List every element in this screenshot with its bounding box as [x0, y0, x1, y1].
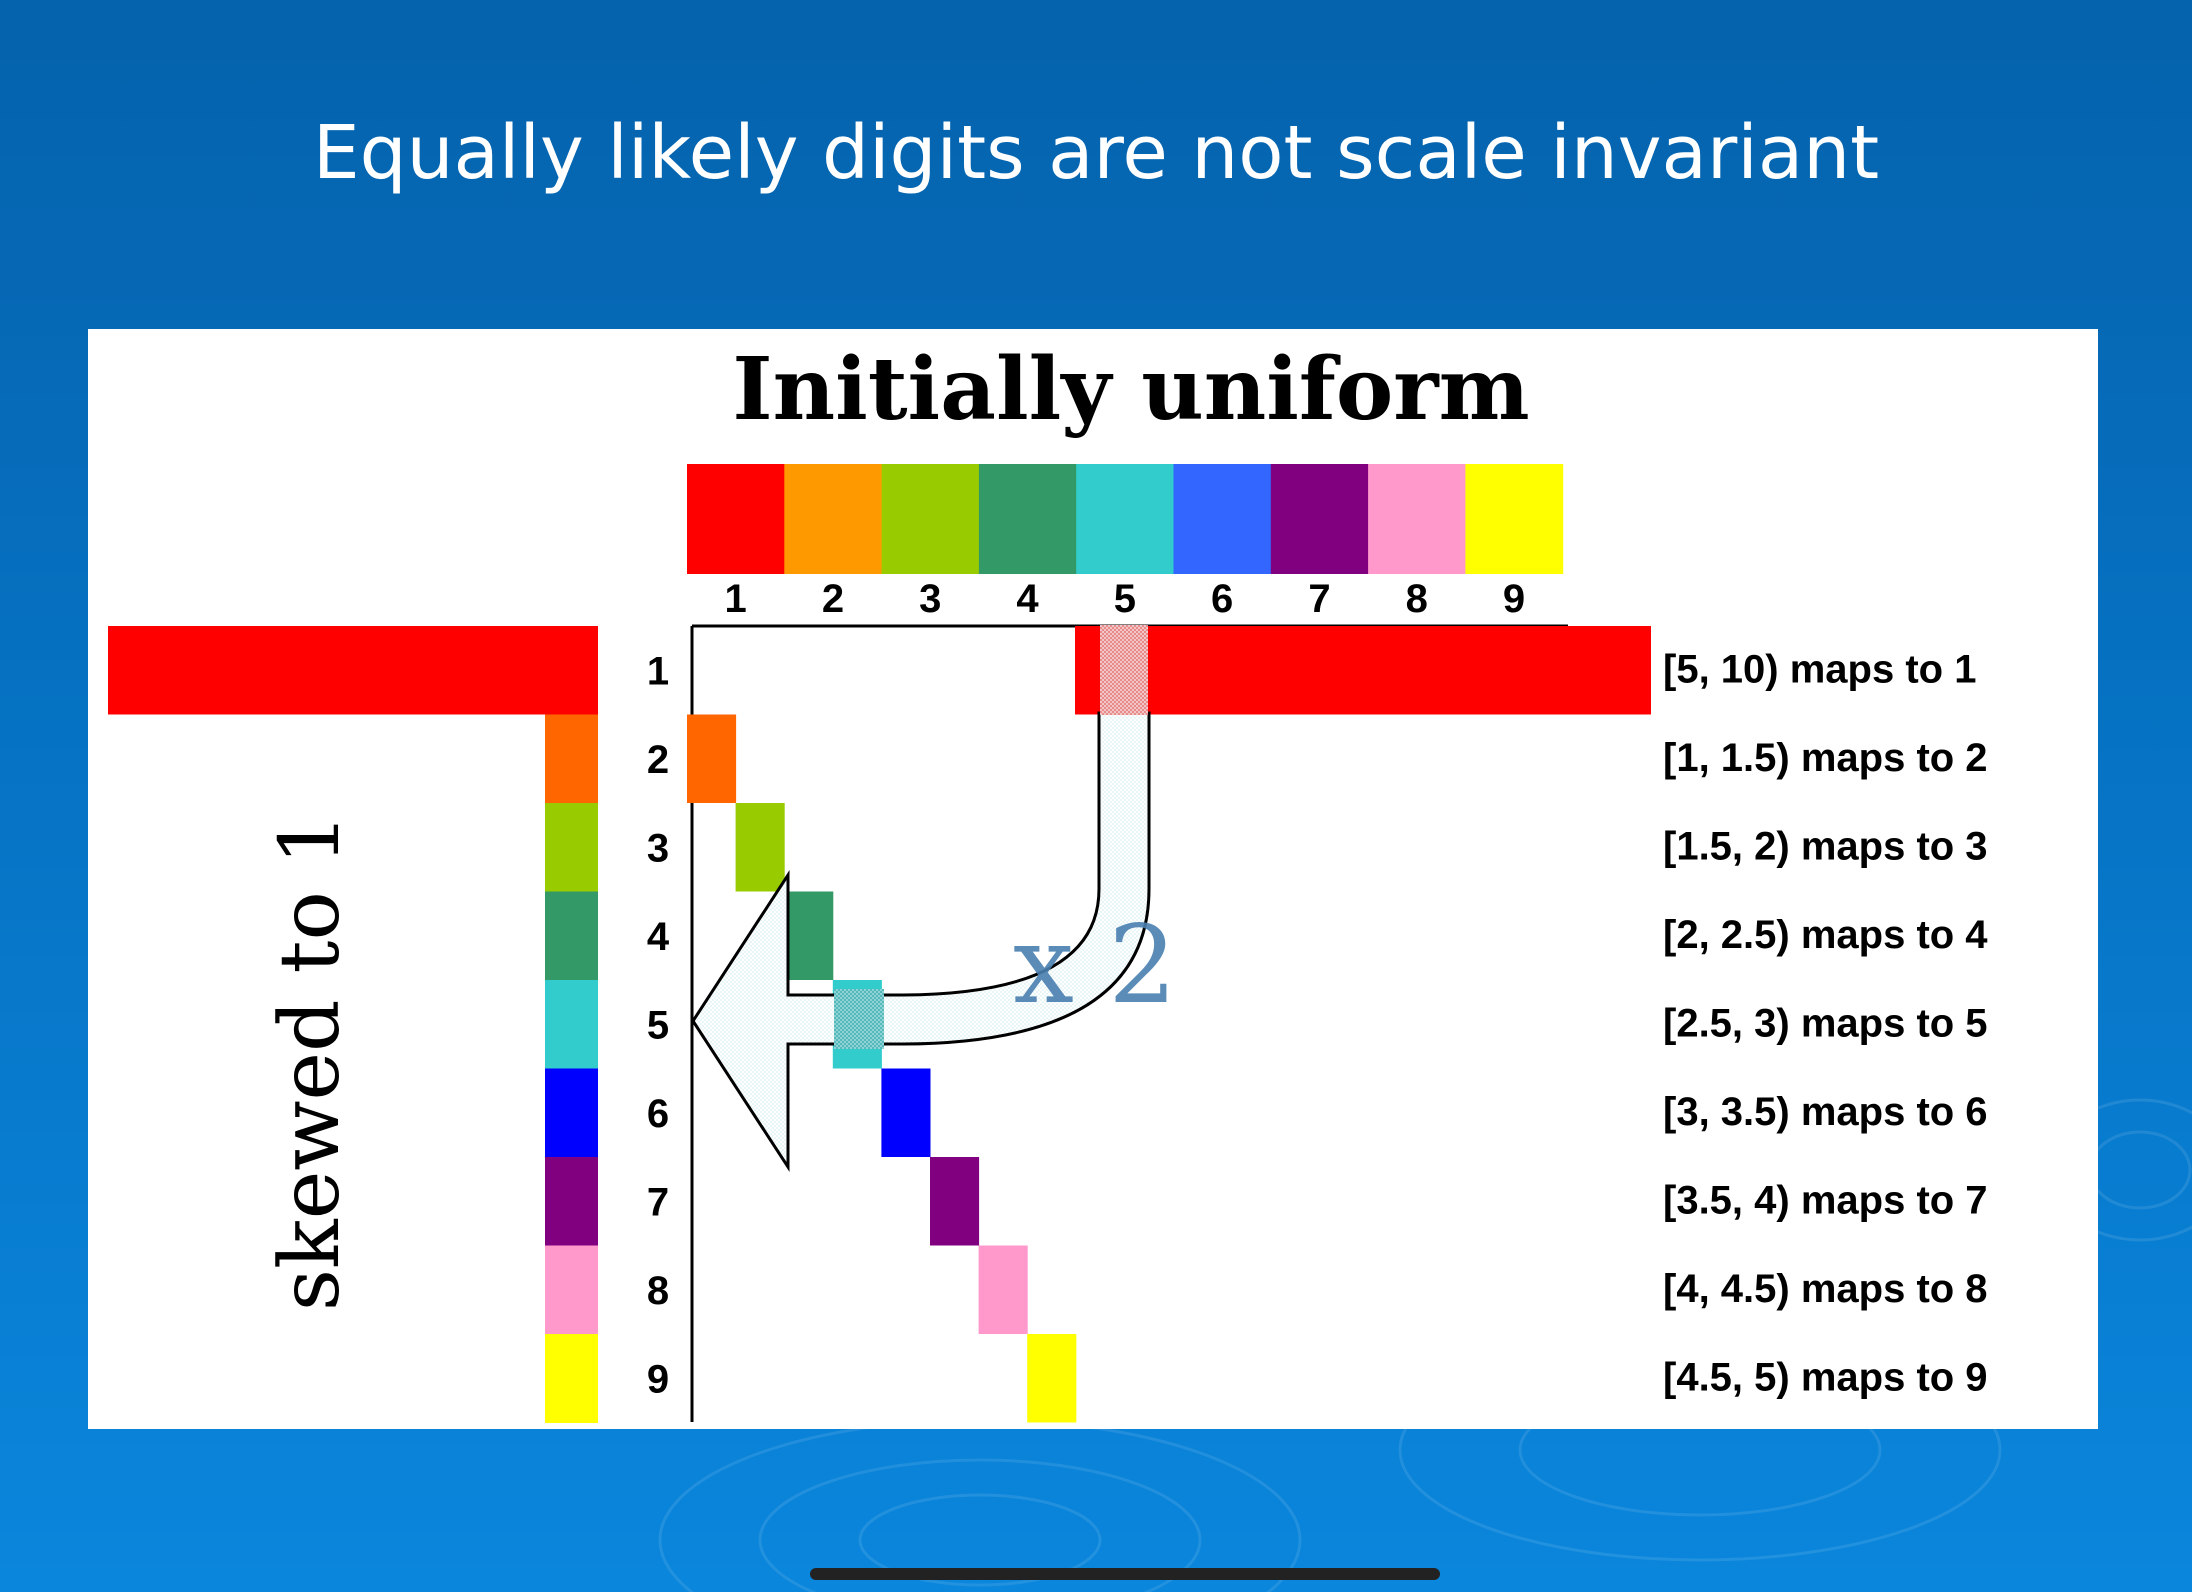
mapping-label-4: [2, 2.5) maps to 4	[1663, 913, 1988, 957]
tick-label-1: 1	[725, 577, 747, 621]
mapped-cell-2	[687, 714, 737, 803]
uniform-digit-strip	[687, 464, 1564, 574]
skewed-bar-8	[545, 1245, 598, 1335]
row-label-8: 8	[647, 1269, 669, 1313]
slide-title: Equally likely digits are not scale inva…	[312, 110, 1880, 196]
skewed-bar-7	[545, 1157, 598, 1246]
figure-title: Initially uniform	[732, 339, 1529, 440]
tick-label-8: 8	[1406, 577, 1428, 621]
times-two-arrow	[691, 625, 1151, 1173]
mapped-cell-9	[1027, 1334, 1077, 1423]
home-indicator	[810, 1568, 1440, 1580]
row-label-6: 6	[647, 1092, 669, 1136]
digit-tick-labels: 1 2 3 4 5 6 7 8 9	[725, 577, 1526, 621]
uniform-cell-8	[1368, 464, 1466, 574]
skewed-bar-5	[545, 980, 598, 1069]
multiplier-label: x 2	[1013, 903, 1177, 1028]
mapped-cell-7	[930, 1157, 980, 1246]
mapping-label-3: [1.5, 2) maps to 3	[1663, 824, 1988, 868]
uniform-cell-3	[881, 464, 980, 574]
row-label-4: 4	[647, 915, 670, 959]
uniform-cell-5	[1076, 464, 1174, 574]
skewed-bar-6	[545, 1068, 598, 1158]
uniform-cell-6	[1173, 464, 1272, 574]
interval-5-to-10-band	[1075, 626, 1651, 715]
mapping-label-9: [4.5, 5) maps to 9	[1663, 1355, 1988, 1399]
benford-scaling-figure: Initially uniform 1 2 3 4 5 6 7 8 9 1 2 3 4 5 6 7 8 9 x …	[88, 329, 2098, 1429]
uniform-cell-4	[978, 464, 1077, 574]
mapping-labels: [5, 10) maps to 1 [1, 1.5) maps to 2 [1.5,…	[1663, 647, 1988, 1399]
tick-label-9: 9	[1503, 577, 1525, 621]
row-label-1: 1	[647, 649, 669, 693]
tick-label-2: 2	[822, 577, 844, 621]
row-label-9: 9	[647, 1357, 669, 1401]
mapped-cell-3	[735, 803, 785, 892]
mapping-label-6: [3, 3.5) maps to 6	[1663, 1090, 1988, 1134]
tick-label-4: 4	[1016, 577, 1039, 621]
row-digit-labels: 1 2 3 4 5 6 7 8 9	[647, 649, 670, 1401]
tick-label-7: 7	[1308, 577, 1330, 621]
skewed-distribution-bars	[108, 626, 598, 1423]
tick-label-5: 5	[1114, 577, 1136, 621]
skewed-bar-1	[108, 626, 598, 715]
skewed-bar-4	[545, 891, 598, 981]
figure-canvas: Initially uniform 1 2 3 4 5 6 7 8 9 1 2 3 4 5 6 7 8 9 x …	[108, 339, 1988, 1423]
row-label-7: 7	[647, 1180, 669, 1224]
row-label-2: 2	[647, 738, 669, 782]
mapping-label-1: [5, 10) maps to 1	[1663, 647, 1976, 691]
band-row-1	[1075, 626, 1651, 715]
skewed-bar-2	[545, 714, 598, 804]
uniform-cell-1	[687, 464, 785, 574]
mapping-label-5: [2.5, 3) maps to 5	[1663, 1001, 1988, 1045]
mapping-label-8: [4, 4.5) maps to 8	[1663, 1267, 1988, 1311]
tick-label-6: 6	[1211, 577, 1233, 621]
mapped-cell-8	[978, 1245, 1028, 1334]
mapped-cell-4	[784, 891, 834, 980]
row-label-5: 5	[647, 1003, 669, 1047]
mapping-label-2: [1, 1.5) maps to 2	[1663, 736, 1988, 780]
uniform-cell-7	[1270, 464, 1369, 574]
skewed-bar-9	[545, 1334, 598, 1423]
mapping-label-7: [3.5, 4) maps to 7	[1663, 1178, 1988, 1222]
tick-label-3: 3	[919, 577, 941, 621]
skewed-bar-3	[545, 803, 598, 892]
uniform-cell-9	[1465, 464, 1564, 574]
row-label-3: 3	[647, 826, 669, 870]
mapped-cell-6	[881, 1068, 931, 1157]
uniform-cell-2	[784, 464, 883, 574]
side-label: skewed to 1	[263, 813, 358, 1311]
